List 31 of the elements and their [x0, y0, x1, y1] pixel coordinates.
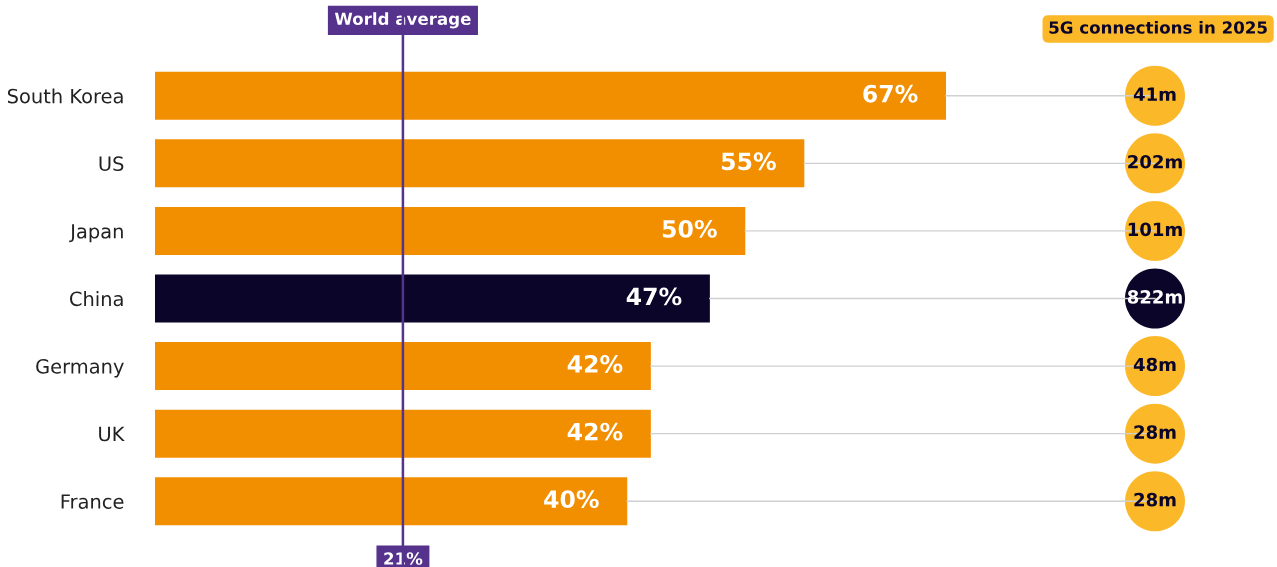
data-label: 47% — [626, 287, 682, 306]
bar — [155, 477, 628, 526]
bar — [155, 71, 946, 120]
y-tick-label: Japan — [69, 224, 123, 243]
bar — [155, 139, 805, 188]
annotation: 21% — [384, 552, 423, 565]
data-label: 50% — [662, 219, 717, 238]
data-label: 40% — [544, 490, 599, 509]
bar — [155, 342, 651, 391]
data-label: 67% — [863, 84, 918, 103]
text: 28m — [1134, 492, 1176, 507]
text: 41m — [1133, 87, 1176, 101]
text: 822m — [1127, 290, 1182, 304]
bar — [155, 206, 746, 255]
y-tick-label: UK — [99, 426, 125, 442]
data-label: 42% — [567, 422, 623, 441]
y-tick-label: Germany — [36, 359, 124, 378]
y-tick-label: China — [69, 291, 123, 307]
ref-line-label: World average — [334, 12, 471, 29]
y-tick-label: France — [61, 494, 124, 509]
text: 28m — [1134, 425, 1176, 439]
data-label: 42% — [567, 355, 623, 373]
bar — [155, 274, 710, 323]
text: 5G connections in 2025 — [1049, 20, 1267, 34]
text: 101m — [1128, 222, 1182, 237]
y-tick-label: US — [99, 156, 124, 172]
bar — [155, 409, 651, 458]
text: 202m — [1128, 154, 1182, 169]
data-label: 55% — [721, 152, 776, 171]
y-tick-label: South Korea — [7, 88, 123, 104]
text: 48m — [1133, 357, 1176, 372]
